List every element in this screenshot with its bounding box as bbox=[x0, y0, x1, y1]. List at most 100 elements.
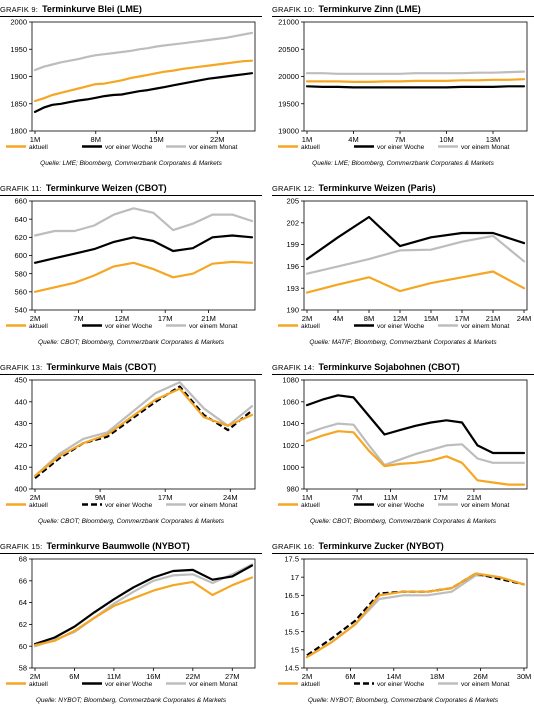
x-tick-label: 24M bbox=[517, 314, 532, 323]
y-tick-label: 600 bbox=[14, 251, 27, 260]
legend-label-month: vor einem Monat bbox=[461, 144, 510, 151]
y-tick-label: 66 bbox=[19, 576, 27, 585]
series-line-month bbox=[305, 234, 526, 275]
y-tick-label: 1850 bbox=[10, 99, 27, 108]
title-rule bbox=[0, 374, 262, 375]
x-tick-label: 7M bbox=[395, 135, 405, 144]
x-tick-label: 9M bbox=[95, 493, 105, 502]
x-tick-label: 15M bbox=[424, 314, 439, 323]
series-line-actual bbox=[33, 260, 254, 293]
legend-label-month: vor einem Monat bbox=[189, 144, 238, 151]
chart-name: Terminkurve Weizen (CBOT) bbox=[45, 183, 167, 193]
x-tick-label: 6M bbox=[345, 672, 355, 681]
chart-panel: Grafik 10: Terminkurve Zinn (LME) 19000 195… bbox=[272, 3, 534, 179]
chart-title: Grafik 12: Terminkurve Weizen (Paris) bbox=[272, 182, 534, 194]
y-tick-label: 20000 bbox=[278, 72, 299, 81]
source-note: Quelle: LME; Bloomberg, Commerzbank Corp… bbox=[40, 160, 222, 167]
plot-frame bbox=[303, 200, 528, 311]
legend-label-week: vor einer Woche bbox=[377, 323, 425, 330]
y-tick-label: 202 bbox=[286, 218, 299, 227]
x-tick-label: 16M bbox=[146, 672, 161, 681]
series-line-actual bbox=[305, 270, 526, 294]
y-tick-label: 62 bbox=[19, 620, 27, 629]
y-tick-label: 420 bbox=[14, 441, 27, 450]
x-tick-label: 7M bbox=[352, 493, 362, 502]
source-note: Quelle: CBOT; Bloomberg, Commerzbank Cor… bbox=[310, 518, 496, 525]
series-line-week bbox=[34, 385, 253, 479]
chart-number-label: Grafik 16: bbox=[272, 542, 315, 551]
series-line-week bbox=[33, 564, 254, 646]
legend-label-week: vor einer Woche bbox=[105, 502, 153, 509]
chart-title: Grafik 15: Terminkurve Baumwolle (NYBOT) bbox=[0, 540, 262, 552]
chart-name: Terminkurve Zucker (NYBOT) bbox=[318, 541, 444, 551]
x-tick-label: 4M bbox=[333, 314, 343, 323]
series-line-month bbox=[305, 422, 526, 467]
x-tick-label: 7M bbox=[73, 314, 83, 323]
series-line-month bbox=[33, 207, 254, 237]
line-chart: 540 560 580 600 620 640 660 2M 7M 12M 17M 21M aktuel… bbox=[6, 197, 256, 330]
chart-name: Terminkurve Baumwolle (NYBOT) bbox=[46, 541, 190, 551]
chart-number-label: Grafik 9: bbox=[0, 5, 39, 14]
series-line-actual bbox=[33, 387, 254, 478]
x-tick-label: 22M bbox=[186, 672, 201, 681]
chart-name: Terminkurve Weizen (Paris) bbox=[318, 183, 436, 193]
chart-title: Grafik 9: Terminkurve Blei (LME) bbox=[0, 3, 262, 15]
chart-number-label: Grafik 12: bbox=[272, 184, 315, 193]
x-tick-label: 17M bbox=[455, 314, 470, 323]
source-note: Quelle: NYBOT; Bloomberg, Commerzbank Co… bbox=[35, 697, 227, 704]
title-rule bbox=[0, 553, 262, 554]
y-tick-label: 15.5 bbox=[284, 627, 299, 636]
chart-title: Grafik 11: Terminkurve Weizen (CBOT) bbox=[0, 182, 262, 194]
x-tick-label: 8M bbox=[91, 135, 101, 144]
legend-label-actual: aktuell bbox=[301, 323, 320, 330]
y-tick-label: 980 bbox=[286, 485, 299, 494]
legend-label-month: vor einem Monat bbox=[189, 502, 238, 509]
y-tick-label: 58 bbox=[19, 664, 27, 673]
chart-panel: Grafik 13: Terminkurve Mais (CBOT) 400 410 4… bbox=[0, 361, 262, 537]
title-rule bbox=[272, 374, 534, 375]
y-tick-label: 410 bbox=[14, 463, 27, 472]
source-note: Quelle: CBOT; Bloomberg, Commerzbank Cor… bbox=[38, 339, 224, 346]
chart-number-label: Grafik 11: bbox=[0, 184, 42, 193]
y-tick-label: 19500 bbox=[278, 99, 299, 108]
series-line-month bbox=[305, 574, 526, 659]
line-chart: 980 1000 1020 1040 1060 1080 1M 7M 11M 17M 21M aktu… bbox=[278, 376, 528, 509]
y-tick-label: 580 bbox=[14, 269, 27, 278]
chart-title: Grafik 13: Terminkurve Mais (CBOT) bbox=[0, 361, 262, 373]
x-tick-label: 11M bbox=[383, 493, 397, 502]
chart-name: Terminkurve Zinn (LME) bbox=[318, 4, 421, 14]
legend-label-actual: aktuell bbox=[29, 502, 48, 509]
x-tick-label: 12M bbox=[393, 314, 408, 323]
x-tick-label: 2M bbox=[30, 493, 40, 502]
x-tick-label: 2M bbox=[30, 672, 40, 681]
legend-label-actual: aktuell bbox=[301, 144, 320, 151]
y-tick-label: 16.5 bbox=[284, 591, 299, 600]
title-rule bbox=[272, 553, 534, 554]
chart-number-label: Grafik 14: bbox=[272, 363, 315, 372]
y-tick-label: 1000 bbox=[282, 463, 299, 472]
series-line-week bbox=[305, 85, 526, 89]
chart-panel: Grafik 16: Terminkurve Zucker (NYBOT) 14.5… bbox=[272, 540, 534, 716]
x-tick-label: 4M bbox=[348, 135, 358, 144]
y-tick-label: 64 bbox=[19, 598, 27, 607]
y-tick-label: 400 bbox=[14, 485, 27, 494]
legend-label-week: vor einer Woche bbox=[105, 323, 153, 330]
x-tick-label: 11M bbox=[107, 672, 121, 681]
chart-title: Grafik 10: Terminkurve Zinn (LME) bbox=[272, 3, 534, 15]
legend-label-week: vor einer Woche bbox=[105, 144, 153, 151]
y-tick-label: 196 bbox=[286, 262, 299, 271]
series-line-actual bbox=[305, 572, 526, 659]
line-chart: 14.5 15 15.5 16 16.5 17 17.5 2M 6M 14M 18M 26M 30M ak… bbox=[278, 555, 531, 688]
y-tick-label: 68 bbox=[19, 555, 27, 564]
title-rule bbox=[272, 16, 534, 17]
y-tick-label: 1900 bbox=[10, 72, 27, 81]
series-line-week bbox=[306, 572, 525, 657]
chart-number-label: Grafik 15: bbox=[0, 542, 43, 551]
y-tick-label: 640 bbox=[14, 215, 27, 224]
source-note: Quelle: MATIF; Bloomberg, Commerzbank Co… bbox=[309, 339, 497, 346]
x-tick-label: 17M bbox=[158, 493, 173, 502]
x-tick-label: 2M bbox=[302, 672, 312, 681]
legend-label-week: vor einer Woche bbox=[377, 144, 425, 151]
line-chart: 19000 19500 20000 20500 21000 1M 4M 7M 10M 13M akt… bbox=[278, 18, 528, 151]
y-tick-label: 2000 bbox=[10, 18, 27, 27]
